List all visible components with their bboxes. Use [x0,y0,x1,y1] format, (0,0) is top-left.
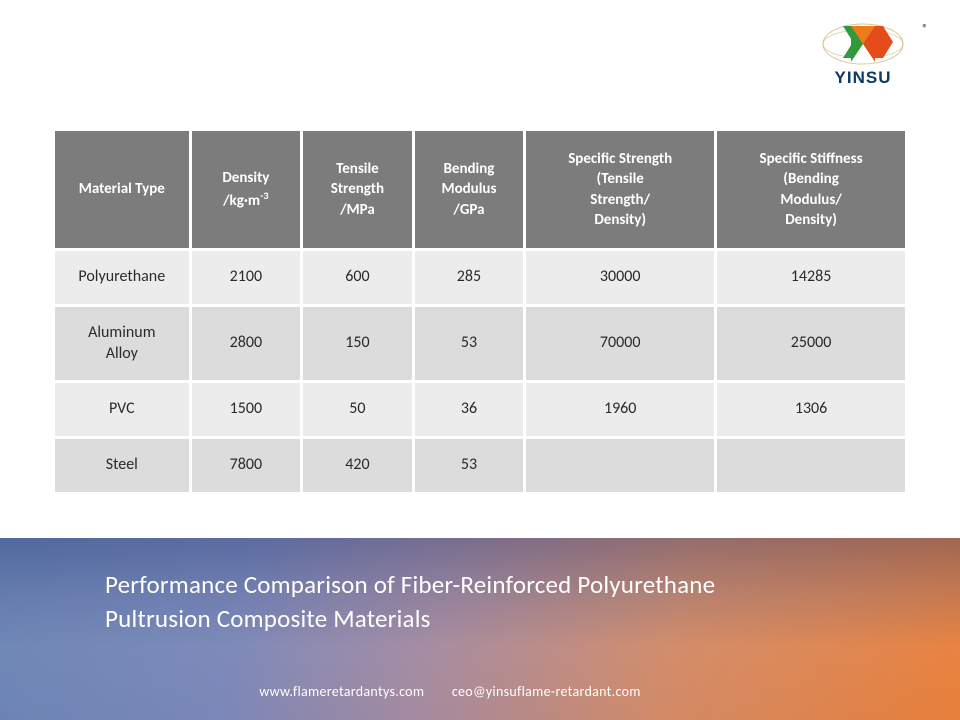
logo-mark-icon [821,18,905,70]
banner-title-line2: Pultrusion Composite Materials [105,603,431,634]
cell-value: 30000 [526,251,714,304]
brand-logo: ® YINSU [808,18,918,88]
cell-material: Polyurethane [55,251,189,304]
cell-value: 53 [415,439,524,492]
cell-value: 14285 [717,251,905,304]
banner-contact: www.flameretardantys.com ceo@yinsuflame-… [0,683,900,700]
cell-value [526,439,714,492]
registered-mark: ® [922,22,928,35]
banner-title-line1: Performance Comparison of Fiber-Reinforc… [105,569,715,600]
cell-value: 50 [303,383,412,436]
table-row: PVC 1500 50 36 1960 1306 [55,383,905,436]
cell-value: 36 [415,383,524,436]
cell-material: Steel [55,439,189,492]
cell-value: 1500 [192,383,301,436]
table-row: AluminumAlloy 2800 150 53 70000 25000 [55,307,905,381]
col-density: Density/kg·m-3 [192,131,301,248]
cell-value: 53 [415,307,524,381]
col-bending-modulus: BendingModulus/GPa [415,131,524,248]
col-specific-stiffness: Specific Stiffness(BendingModulus/Densit… [717,131,905,248]
col-material-type: Material Type [55,131,189,248]
banner-title: Performance Comparison of Fiber-Reinforc… [105,568,900,636]
cell-value: 150 [303,307,412,381]
brand-name: YINSU [808,68,918,88]
comparison-table-wrap: Material Type Density/kg·m-3 TensileStre… [52,128,908,495]
cell-material: AluminumAlloy [55,307,189,381]
table-header-row: Material Type Density/kg·m-3 TensileStre… [55,131,905,248]
cell-value: 2800 [192,307,301,381]
contact-website: www.flameretardantys.com [259,683,424,700]
cell-value: 600 [303,251,412,304]
cell-value: 25000 [717,307,905,381]
comparison-table: Material Type Density/kg·m-3 TensileStre… [52,128,908,495]
cell-value: 1306 [717,383,905,436]
cell-value: 7800 [192,439,301,492]
cell-material: PVC [55,383,189,436]
table-row: Polyurethane 2100 600 285 30000 14285 [55,251,905,304]
cell-value [717,439,905,492]
cell-value: 1960 [526,383,714,436]
footer-banner: Performance Comparison of Fiber-Reinforc… [0,538,960,720]
cell-value: 420 [303,439,412,492]
cell-value: 285 [415,251,524,304]
col-tensile-strength: TensileStrength/MPa [303,131,412,248]
page-root: ® YINSU Material Type Dens [0,0,960,720]
col-specific-strength: Specific Strength(TensileStrength/Densit… [526,131,714,248]
cell-value: 70000 [526,307,714,381]
cell-value: 2100 [192,251,301,304]
contact-email: ceo@yinsuflame-retardant.com [452,683,641,700]
table-row: Steel 7800 420 53 [55,439,905,492]
